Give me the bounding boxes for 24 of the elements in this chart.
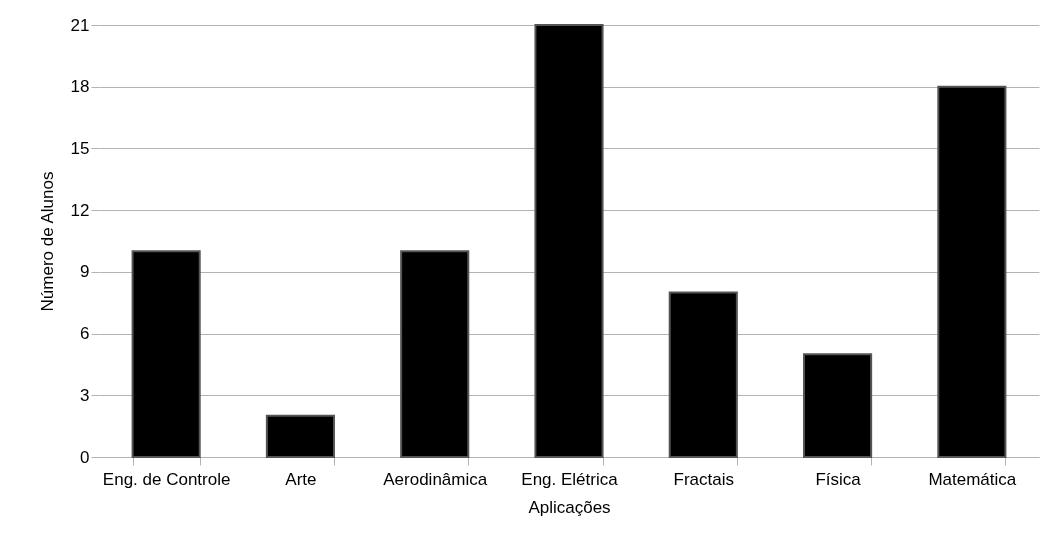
x-tick-label: Eng. Elétrica — [521, 469, 619, 489]
x-axis-title: Aplicações — [528, 497, 611, 517]
bar — [534, 24, 604, 458]
y-tick-label: 9 — [80, 262, 90, 282]
x-tick-label: Eng. de Controle — [102, 469, 231, 489]
y-axis-title: Número de Alunos — [37, 171, 57, 312]
bar — [400, 250, 470, 458]
x-tick-label: Física — [815, 469, 862, 489]
x-tick-label: Fractais — [673, 469, 735, 489]
y-tick-label: 18 — [70, 77, 90, 97]
bar — [131, 250, 201, 458]
y-tick-label: 0 — [80, 447, 90, 467]
y-tick-label: 15 — [70, 138, 90, 158]
x-tick-label: Arte — [285, 469, 317, 489]
x-tick-label: Matemática — [928, 469, 1017, 489]
x-tick-label: Aerodinâmica — [383, 469, 488, 489]
bar — [265, 414, 335, 458]
bar — [668, 291, 738, 458]
y-tick-label: 21 — [70, 15, 90, 35]
bar — [937, 85, 1007, 458]
bar — [803, 353, 873, 458]
y-tick-label: 6 — [80, 324, 90, 344]
y-tick-label: 3 — [80, 385, 90, 405]
y-tick-label: 12 — [70, 200, 90, 220]
